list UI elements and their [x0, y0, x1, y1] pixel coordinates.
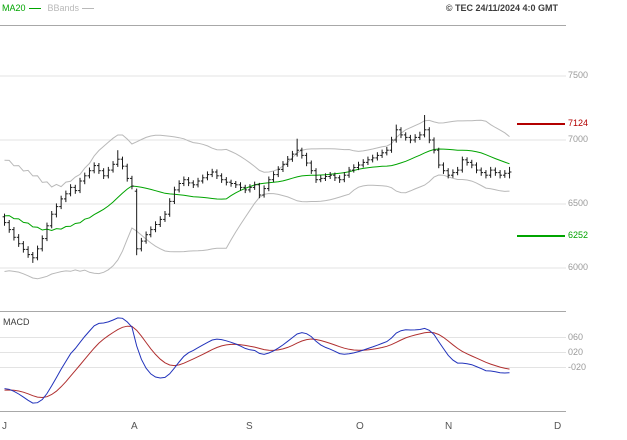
- price-axis-label-7000: 7000: [568, 134, 589, 144]
- x-axis-month-a: A: [131, 421, 138, 432]
- copyright-text: © TEC 24/11/2024 4:0 GMT: [445, 3, 558, 13]
- legend-bbands-label: BBands: [47, 3, 80, 13]
- ma20-line-swatch-icon: [28, 8, 41, 9]
- x-axis-month-n: N: [445, 421, 453, 432]
- legend-ma20-label: MA20: [2, 3, 26, 13]
- resistance-level-line: [517, 123, 565, 125]
- bbands-line-swatch-icon: [82, 8, 95, 9]
- x-axis-month-j: J: [2, 421, 7, 432]
- support-level-line: [517, 235, 565, 237]
- x-axis-month-o: O: [356, 421, 364, 432]
- x-axis-month-d: D: [554, 421, 562, 432]
- macd-axis-label-020: 020: [568, 347, 584, 357]
- price-axis-label-support: 6252: [568, 230, 589, 240]
- macd-axis-label-neg020: -020: [568, 362, 587, 372]
- macd-axis-label-060: 060: [568, 332, 584, 342]
- price-axis-label-7500: 7500: [568, 70, 589, 80]
- chart-legend: MA20 BBands: [2, 3, 101, 14]
- price-axis-label-resistance: 7124: [568, 118, 589, 128]
- macd-panel-label: MACD: [3, 317, 30, 327]
- price-axis-label-6000: 6000: [568, 262, 589, 272]
- price-axis-label-6500: 6500: [568, 198, 589, 208]
- x-axis-month-s: S: [246, 421, 253, 432]
